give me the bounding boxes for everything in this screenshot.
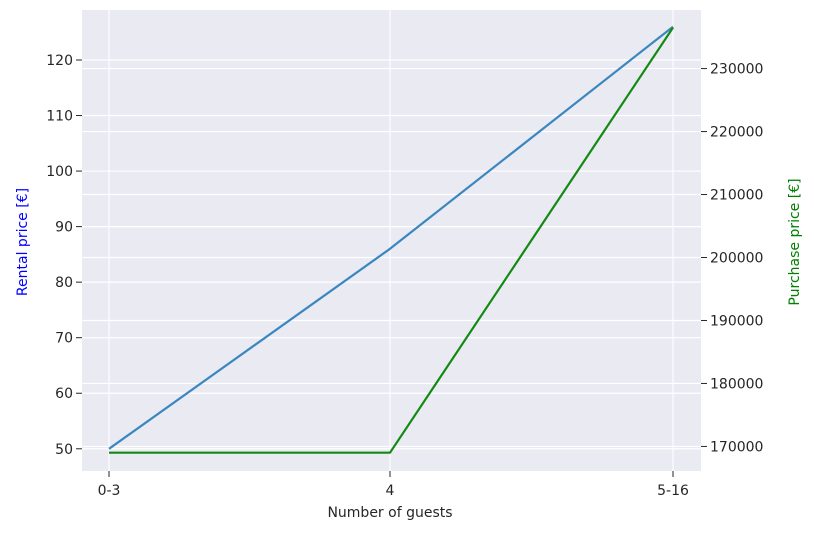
left-axis-label: Rental price [€] bbox=[15, 188, 31, 296]
left-tick-label: 110 bbox=[46, 109, 73, 125]
right-tick-label: 220000 bbox=[710, 125, 763, 141]
left-tick-label: 120 bbox=[46, 53, 73, 69]
grid-lines bbox=[82, 10, 701, 471]
right-tick-label: 170000 bbox=[710, 439, 763, 455]
series-lines bbox=[108, 25, 674, 454]
right-tick-label: 210000 bbox=[710, 188, 763, 204]
left-axis-ticks: 50 60 70 80 90 100 110 120 bbox=[46, 53, 82, 458]
left-tick-label: 50 bbox=[55, 442, 73, 458]
purchase-price-line bbox=[109, 26, 674, 454]
left-tick-label: 100 bbox=[46, 164, 73, 180]
right-tick-label: 200000 bbox=[710, 251, 763, 267]
x-axis-label: Number of guests bbox=[327, 505, 452, 521]
right-axis-label: Purchase price [€] bbox=[787, 178, 803, 305]
right-tick-label: 190000 bbox=[710, 313, 763, 329]
x-tick-label: 5-16 bbox=[657, 483, 689, 499]
right-tick-label: 180000 bbox=[710, 376, 763, 392]
left-tick-label: 60 bbox=[55, 386, 73, 402]
right-axis-ticks: 170000 180000 190000 200000 210000 220000 2300… bbox=[701, 62, 763, 455]
x-axis-ticks: 0-3 4 5-16 bbox=[98, 471, 689, 499]
left-tick-label: 80 bbox=[55, 275, 73, 291]
right-tick-label: 230000 bbox=[710, 62, 763, 78]
x-tick-label: 4 bbox=[386, 483, 395, 499]
x-tick-label: 0-3 bbox=[98, 483, 121, 499]
rental-price-line bbox=[108, 25, 674, 450]
left-tick-label: 70 bbox=[55, 331, 73, 347]
left-tick-label: 90 bbox=[55, 220, 73, 236]
